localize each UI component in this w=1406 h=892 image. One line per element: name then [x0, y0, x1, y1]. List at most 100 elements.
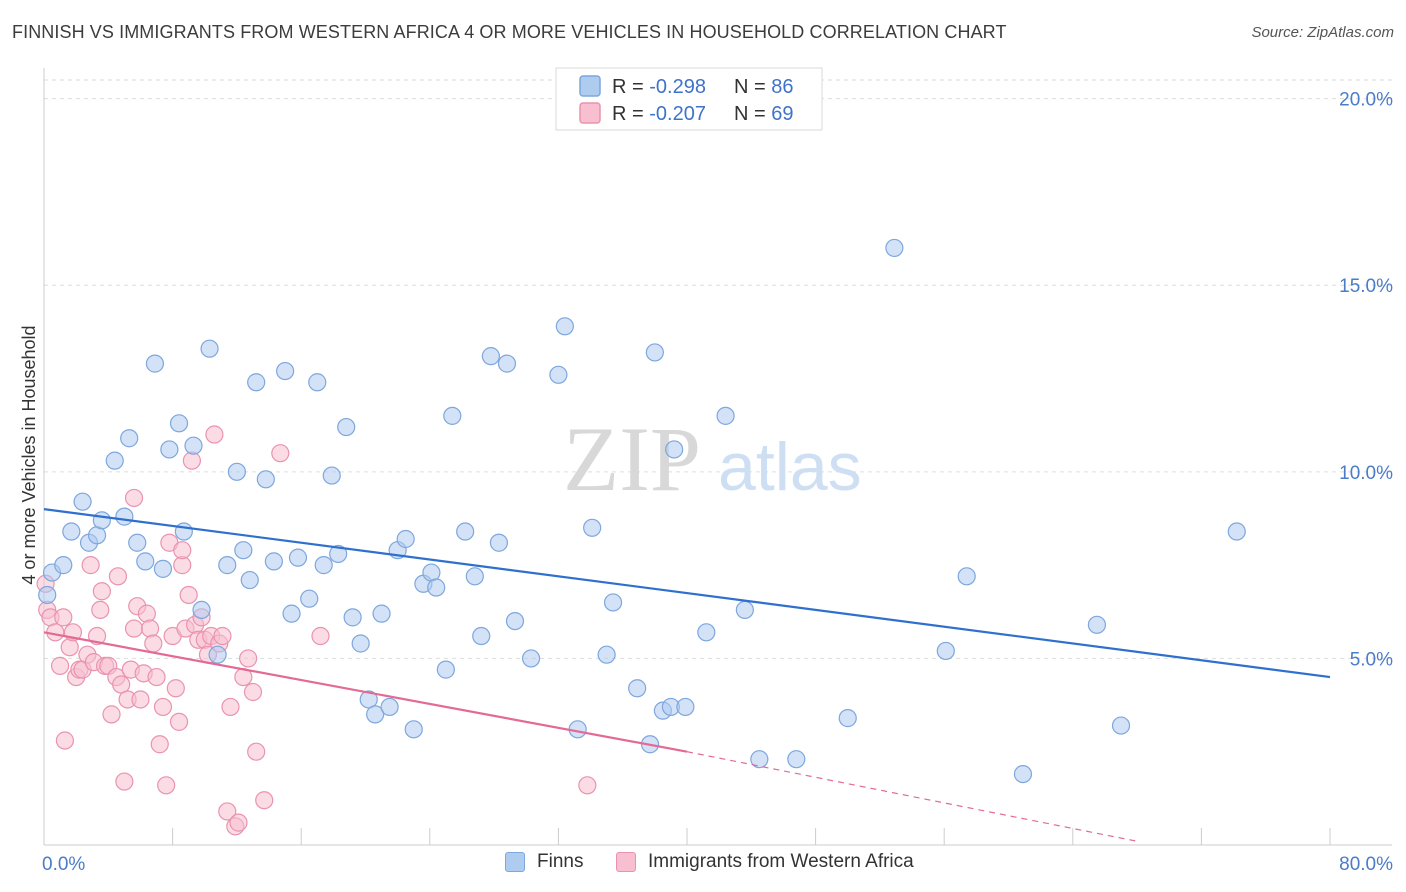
finns-point [436, 660, 455, 679]
finns-point [1227, 522, 1246, 541]
finns-point [192, 600, 211, 620]
finns-point [1111, 716, 1131, 735]
wa-point [247, 742, 266, 761]
legend-finns-n-label: N = [734, 76, 771, 98]
wa-point [255, 791, 274, 810]
legend-wa-r-value: -0.207 [649, 103, 706, 125]
wa-point [147, 667, 166, 687]
wa-point [213, 626, 232, 646]
finns-point [153, 559, 173, 578]
y-tick-label: 10.0% [1339, 463, 1393, 484]
finns-point [218, 556, 237, 575]
wa-point [271, 444, 290, 463]
finns-point [247, 373, 266, 392]
wa-point [144, 634, 163, 653]
legend-wa-n-value: 69 [771, 103, 793, 125]
finns-point [337, 417, 356, 437]
source-label: Source: ZipAtlas.com [1251, 24, 1394, 41]
wa-trend-line [43, 631, 688, 753]
finns-point [603, 593, 623, 612]
wa-point [92, 582, 111, 601]
wa-point [173, 541, 192, 560]
finns-point [105, 451, 124, 470]
finns-point [489, 533, 509, 552]
finns-point [456, 522, 475, 541]
finns-point [366, 705, 385, 724]
finns-point [314, 556, 333, 575]
trend-lines [43, 508, 1331, 842]
finns-point [465, 567, 484, 586]
axes [43, 68, 1392, 846]
wa-point [157, 776, 176, 795]
wa-point [54, 608, 73, 627]
y-tick-label: 15.0% [1339, 276, 1393, 297]
correlation-legend: R = -0.298 N = 86 R = -0.207 N = 69 [555, 67, 823, 131]
finns-point [145, 354, 165, 373]
finns-trend-line [43, 508, 1331, 679]
legend-finns-n-value: 86 [771, 76, 793, 98]
x-tick-label: 80.0% [1339, 854, 1393, 875]
watermark-atlas: atlas [718, 429, 862, 505]
finns-point [308, 373, 327, 392]
finns-point [645, 343, 664, 362]
finns-point [322, 466, 341, 485]
watermark: ZIP atlas [563, 408, 862, 510]
finns-point [665, 440, 684, 459]
finns-point [276, 361, 295, 381]
bottom-legend: Finns Immigrants from Western Africa [0, 851, 1406, 877]
wa-point [131, 690, 150, 709]
finns-point [427, 578, 446, 597]
wa-point [311, 626, 330, 646]
wa-point [229, 813, 248, 832]
finns-point [597, 645, 616, 664]
wa-point [91, 600, 110, 620]
finns-point [497, 354, 517, 373]
y-axis-title: 4 or more Vehicles in Household [19, 325, 39, 584]
finns-point [92, 511, 111, 530]
wa-point [50, 656, 70, 675]
finns-point [697, 623, 716, 642]
finns-point [329, 544, 348, 564]
chart-title: FINNISH VS IMMIGRANTS FROM WESTERN AFRIC… [12, 22, 1007, 42]
finns-point [505, 611, 525, 631]
wa-point [81, 556, 100, 575]
wa-point [578, 776, 597, 795]
finns-point [1013, 764, 1033, 784]
wa-point [108, 567, 128, 586]
finns-point [676, 697, 695, 717]
finns-point [443, 406, 462, 425]
wa-point [124, 488, 144, 508]
finns-point [555, 317, 574, 336]
finns-point [54, 556, 73, 575]
finns-point [716, 406, 735, 425]
wa-point [150, 735, 169, 754]
grid-lines [44, 79, 1392, 659]
wa-point [166, 679, 185, 698]
legend-finns-swatch [579, 75, 601, 97]
watermark-zip: ZIP [563, 408, 701, 510]
bottom-legend-finns: Finns [505, 851, 583, 873]
finns-point [62, 522, 81, 541]
finns-point [396, 529, 415, 549]
finns-point [957, 567, 976, 586]
finns-point [200, 339, 219, 358]
wa-point [60, 638, 79, 657]
finns-point [73, 492, 92, 511]
finns-point [549, 365, 568, 384]
finns-point [184, 436, 203, 455]
wa-point [102, 705, 121, 724]
finns-point [227, 462, 246, 481]
wa-point [218, 802, 237, 821]
y-tick-label: 5.0% [1350, 649, 1393, 670]
wa-point [153, 697, 173, 717]
legend-finns-r-label: R = [612, 76, 649, 98]
wa-trend-extension [686, 751, 1138, 842]
svg-text:R = -0.298: R = -0.298 [612, 76, 706, 98]
finns-point [343, 608, 362, 627]
legend-wa-r-label: R = [612, 103, 649, 125]
series-finns-points [38, 238, 1246, 784]
finns-point [521, 649, 541, 668]
legend-wa-n-label: N = [734, 103, 771, 125]
finns-point [838, 709, 857, 728]
